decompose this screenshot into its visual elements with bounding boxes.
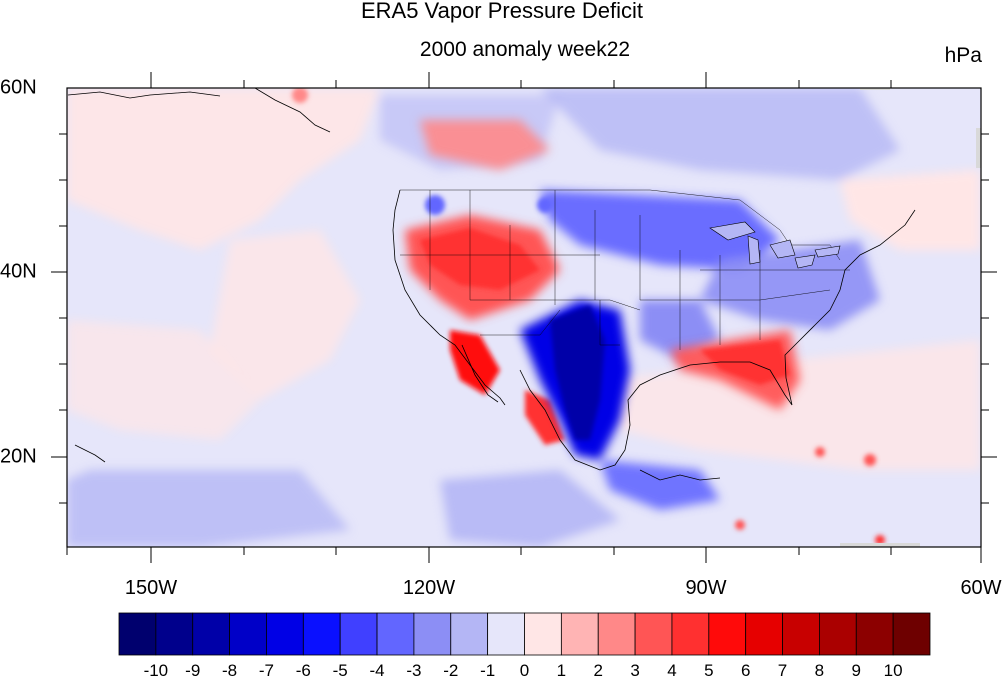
colorbar-swatch (155, 612, 194, 656)
colorbar-tick-label: 2 (593, 661, 603, 680)
state-borders (400, 189, 850, 350)
colorbar-tick-label: 5 (704, 661, 714, 680)
colorbar-tick-label: -5 (332, 661, 348, 680)
colorbar-swatch (376, 612, 415, 656)
colorbar-tick-label: 1 (556, 661, 567, 680)
colorbar-swatch (524, 612, 562, 656)
colorbar-swatch (118, 612, 157, 656)
colorbar-swatch (302, 612, 341, 656)
colorbar-swatch (192, 612, 230, 656)
lon-label-150w: 150W (124, 577, 178, 599)
colorbar-swatch (671, 612, 710, 656)
figure-subtitle: 2000 anomaly week22 (419, 38, 631, 61)
lon-label-90w: 90W (685, 577, 727, 599)
colorbar-swatch (708, 612, 747, 656)
colorbar-tick-label: 6 (740, 661, 751, 680)
colorbar-tick-label: -10 (143, 661, 169, 680)
colorbar-tick-label: 8 (814, 661, 825, 680)
colorbar-swatch (634, 612, 673, 656)
lon-label-60w: 60W (960, 577, 1002, 599)
colorbar-swatch (413, 612, 452, 656)
colorbar-tick-label: 7 (777, 661, 788, 680)
lat-label-60n: 60N (0, 76, 37, 99)
figure-title: ERA5 Vapor Pressure Deficit (360, 0, 644, 23)
great-lakes (709, 221, 841, 269)
anomaly-field (67, 88, 981, 547)
colorbar-tick-label: -6 (295, 661, 311, 680)
colorbar-tick-label: -2 (443, 661, 459, 680)
colorbar-swatch (745, 612, 783, 656)
colorbar-swatch (819, 612, 857, 656)
colorbar-tick-label: 0 (519, 661, 530, 680)
colorbar-tick-label: -4 (369, 661, 385, 680)
colorbar (118, 612, 931, 656)
colorbar-tick-label: -8 (222, 661, 238, 680)
coastlines (67, 88, 916, 481)
colorbar-swatch (855, 612, 894, 656)
colorbar-swatch (597, 612, 636, 656)
axis-ticks (51, 72, 997, 563)
lon-label-120w: 120W (402, 577, 456, 599)
colorbar-swatch (487, 612, 525, 656)
colorbar-swatch (339, 612, 378, 656)
colorbar-tick-label: -7 (258, 661, 275, 680)
lat-label-20n: 20N (0, 445, 37, 468)
colorbar-swatch (560, 612, 599, 656)
colorbar-tick-label: -1 (480, 661, 496, 680)
colorbar-swatch (892, 612, 931, 656)
colorbar-tick-label: 3 (630, 661, 640, 680)
colorbar-tick-label: 10 (883, 661, 903, 680)
colorbar-tick-label: -9 (185, 661, 201, 680)
colorbar-swatch (266, 612, 304, 656)
colorbar-tick-label: 4 (667, 661, 677, 680)
colorbar-tick-label: -3 (406, 661, 422, 680)
colorbar-tick-label: 9 (851, 661, 861, 680)
lat-label-40n: 40N (0, 260, 37, 283)
colorbar-swatch (450, 612, 489, 656)
colorbar-swatch (229, 612, 267, 656)
units-label: hPa (944, 44, 982, 67)
colorbar-swatch (782, 612, 820, 656)
